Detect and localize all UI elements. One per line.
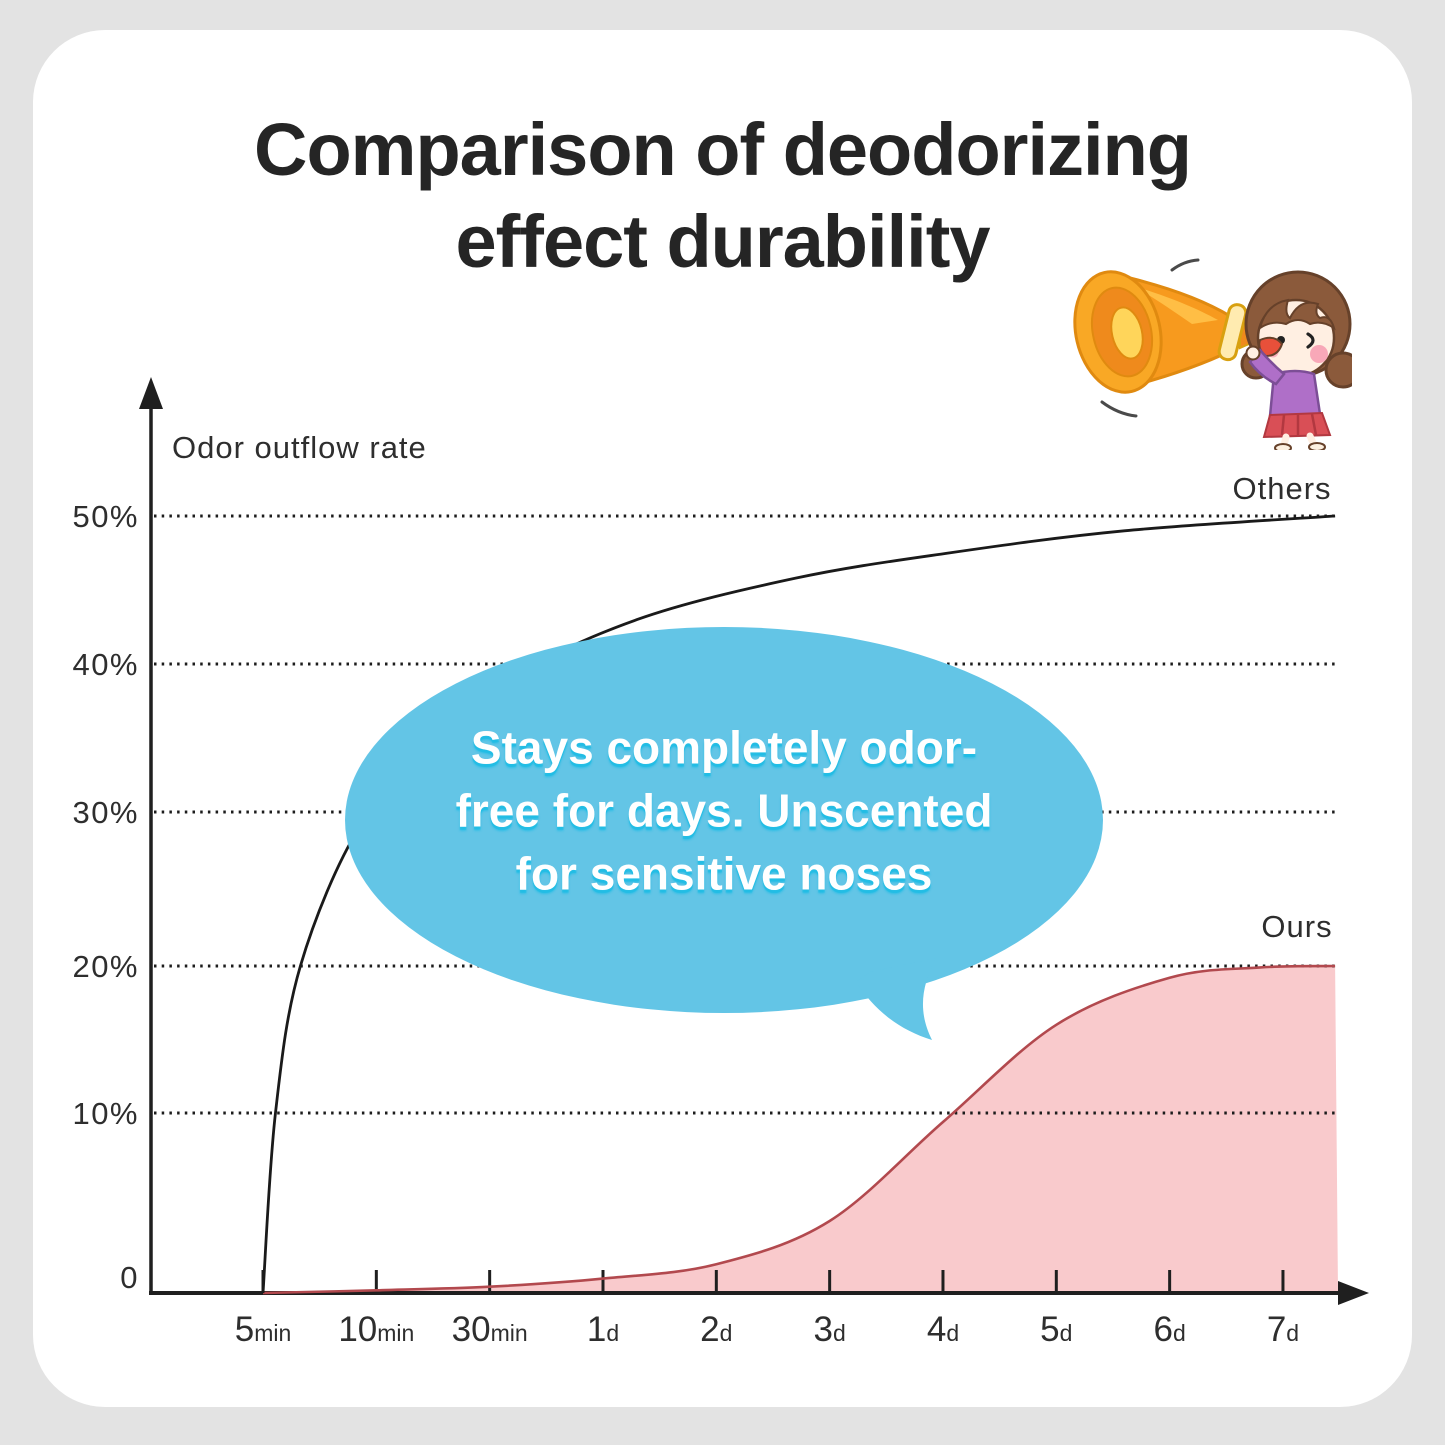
x-axis-arrow (1338, 1281, 1369, 1305)
speech-bubble-tail (856, 958, 936, 1040)
ours-area-fill (263, 966, 1338, 1293)
speech-bubble-text: Stays completely odor- free for days. Un… (384, 717, 1064, 906)
megaphone-icon (1073, 258, 1259, 418)
x-tick-label: 2d (700, 1310, 732, 1349)
girl-figure (1240, 270, 1367, 453)
speech-bubble-ellipse (345, 627, 1103, 1013)
megaphone-girl-illustration (1072, 232, 1367, 453)
x-tick-label: 7d (1267, 1310, 1299, 1349)
others-series-label: Others (1232, 471, 1332, 506)
bubble-line: Stays completely odor- (470, 721, 978, 774)
page-title: Comparison of deodorizing effect durabil… (0, 104, 1445, 288)
x-tick-label: 5d (1040, 1310, 1072, 1349)
ours-series-label: Ours (1261, 909, 1333, 944)
page-title-line2: effect durability (455, 200, 991, 283)
y-tick-label: 20% (72, 949, 139, 984)
bubble-line: free for days. Unscented (455, 784, 993, 837)
x-tick-label: 1d (587, 1310, 619, 1349)
ours-curve (262, 964, 1336, 1295)
y-tick-label: 40% (72, 647, 139, 682)
x-tick-label: 10min (338, 1310, 414, 1349)
y-axis-arrow (139, 377, 163, 409)
y-zero-label: 0 (120, 1260, 139, 1295)
x-tick-label: 6d (1154, 1310, 1186, 1349)
y-tick-label: 30% (72, 795, 139, 830)
bubble-line: for sensitive noses (515, 847, 933, 900)
page-title-line1: Comparison of deodorizing (254, 108, 1192, 191)
illustration-svg (1073, 258, 1367, 453)
x-tick-label: 3d (814, 1310, 846, 1349)
x-tick-label: 30min (452, 1310, 528, 1349)
y-tick-label: 10% (72, 1096, 139, 1131)
x-tick-label: 4d (927, 1310, 959, 1349)
y-axis-title: Odor outflow rate (172, 430, 427, 465)
y-tick-label: 50% (72, 499, 139, 534)
x-tick-label: 5min (235, 1310, 292, 1349)
